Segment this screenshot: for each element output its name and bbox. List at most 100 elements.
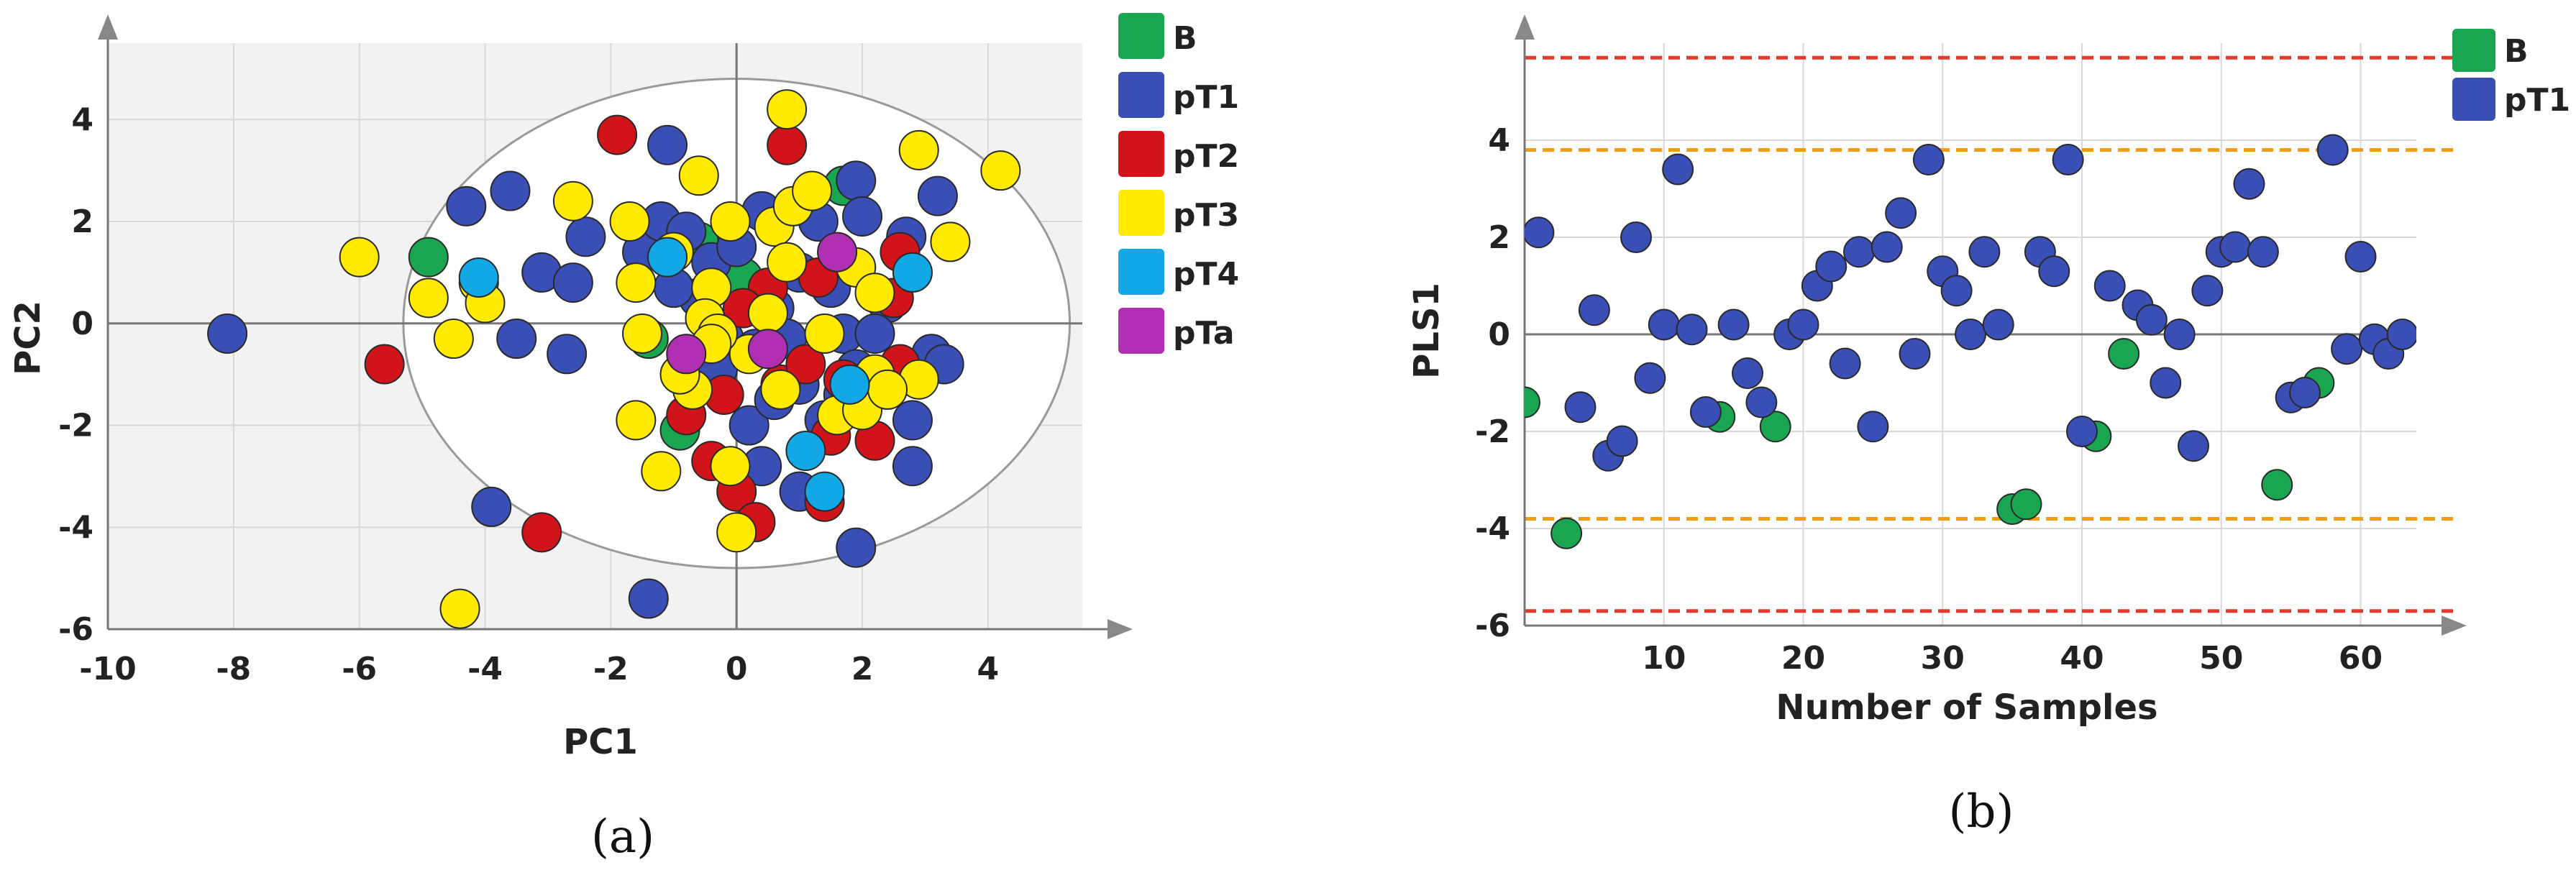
data-point-pT3: [622, 313, 663, 354]
data-point-pT1: [1634, 362, 1666, 394]
data-point-B: [1525, 386, 1540, 418]
data-point-pT1: [1620, 221, 1652, 253]
data-point-pT1: [2178, 430, 2209, 462]
chart-a-points: [207, 89, 1021, 629]
legend-swatch: [1118, 190, 1164, 236]
data-point-pT1: [892, 446, 933, 487]
data-point-pT3: [760, 369, 801, 410]
data-point-pT1: [207, 313, 248, 354]
data-point-pT1: [2150, 367, 2182, 399]
x-tick-label: -4: [467, 651, 503, 687]
x-tick-label: 10: [1642, 640, 1686, 677]
data-point-pT1: [1745, 386, 1778, 418]
data-point-pT1: [2316, 134, 2349, 166]
chart-b-panel-label: (b): [1949, 785, 2014, 838]
data-point-B: [1759, 411, 1791, 443]
chart-b-y-axis-label: PLS1: [1407, 283, 1447, 379]
data-point-pT1: [1717, 308, 1750, 341]
legend-label: pT1: [2504, 82, 2570, 119]
data-point-pT3: [641, 451, 682, 492]
x-tick-label: -2: [593, 651, 629, 687]
data-point-pT1: [1857, 411, 1889, 443]
data-point-pT1: [2163, 319, 2196, 350]
data-point-pT3: [710, 446, 751, 487]
x-axis-arrow: [1107, 619, 1133, 639]
x-tick-label: 60: [2339, 640, 2383, 677]
data-point-pT1: [2038, 255, 2070, 288]
data-point-pT2: [521, 512, 562, 553]
data-point-pT3: [898, 129, 939, 170]
data-point-pT1: [1899, 338, 1931, 370]
legend-swatch: [1118, 13, 1164, 59]
data-point-pT4: [785, 430, 826, 471]
y-tick-label: -2: [58, 408, 93, 444]
legend-label: pT3: [1173, 197, 1239, 234]
x-tick-label: 30: [1921, 640, 1965, 677]
data-point-pT1: [1689, 396, 1722, 428]
data-point-pT3: [552, 180, 593, 221]
y-tick-label: 0: [1488, 316, 1510, 353]
y-tick-label: -6: [58, 611, 93, 648]
data-point-pT3: [804, 313, 845, 354]
data-point-pT2: [785, 344, 826, 385]
x-tick-label: 50: [2199, 640, 2243, 677]
data-point-pT1: [490, 170, 531, 211]
data-point-pT2: [597, 114, 638, 155]
data-point-pT3: [747, 293, 788, 334]
legend-label: pT1: [1173, 79, 1239, 116]
data-point-pT1: [1578, 294, 1610, 326]
chart-b-x-axis-label: Number of Samples: [1776, 687, 2157, 728]
data-point-pT1: [2289, 377, 2321, 408]
y-tick-label: 0: [71, 306, 93, 342]
data-point-pTa: [817, 232, 858, 273]
data-point-pT3: [767, 89, 808, 130]
data-point-pT1: [836, 160, 877, 201]
data-point-pT1: [628, 578, 669, 619]
y-tick-label: -4: [1475, 511, 1510, 547]
legend-swatch: [2452, 78, 2495, 121]
data-point-pT1: [496, 319, 537, 360]
y-tick-label: 2: [1488, 219, 1510, 256]
legend-swatch: [1118, 72, 1164, 118]
data-point-pT1: [2386, 319, 2416, 350]
x-tick-label: -8: [216, 651, 251, 687]
data-point-pT1: [1815, 250, 1847, 283]
data-point-pT1: [892, 400, 933, 441]
data-point-pT1: [446, 186, 487, 227]
data-point-pT1: [1843, 236, 1875, 268]
legend-swatch: [1118, 308, 1164, 354]
data-point-pT3: [767, 242, 808, 283]
chart-b-reference-lines: [1525, 55, 2459, 613]
data-point-pT4: [647, 237, 688, 278]
data-point-pT3: [609, 201, 650, 242]
data-point-pT3: [716, 512, 757, 553]
legend-label: pTa: [1173, 315, 1235, 352]
x-tick-label: 0: [726, 651, 748, 687]
data-point-B: [2108, 338, 2140, 370]
x-tick-label: 40: [2060, 640, 2104, 677]
y-tick-label: 2: [71, 203, 93, 240]
data-point-pT3: [408, 278, 449, 319]
legend-label: pT2: [1173, 138, 1239, 175]
data-point-pT4: [892, 252, 933, 293]
chart-b-x-ticks: 10 20 30 40 50 60: [1642, 640, 2383, 677]
data-point-pT1: [1982, 308, 2014, 341]
data-point-pT1: [2219, 231, 2252, 263]
data-point-pT1: [2344, 241, 2377, 273]
data-point-pT4: [458, 257, 499, 298]
data-point-pT1: [2135, 303, 2168, 336]
data-point-pT1: [2331, 333, 2363, 365]
data-point-pT1: [1787, 308, 1819, 341]
data-point-pT1: [1662, 153, 1694, 186]
data-point-pT2: [767, 124, 808, 165]
data-point-pT1: [647, 124, 688, 165]
x-tick-label: 20: [1781, 640, 1825, 677]
data-point-B: [1550, 517, 1583, 549]
data-point-B: [408, 237, 449, 278]
data-point-pT1: [547, 334, 588, 375]
chart-a-y-axis-label: PC2: [8, 301, 48, 375]
data-point-pT1: [2093, 270, 2126, 302]
